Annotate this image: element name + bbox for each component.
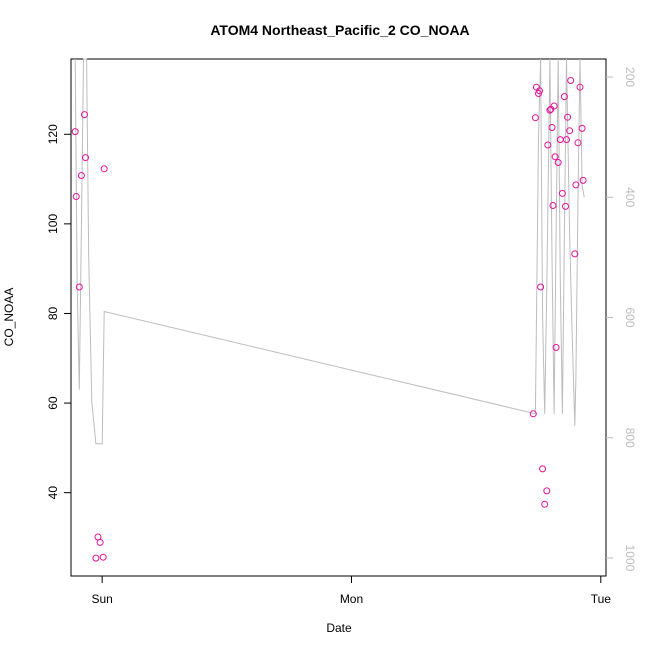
x-tick-label: Tue [591, 592, 612, 606]
y-tick-label: 40 [46, 486, 60, 500]
data-point [96, 538, 104, 546]
data-point [71, 128, 79, 136]
data-point [574, 139, 582, 147]
left-y-axis: 40 60 80 100 120 [46, 124, 71, 499]
data-point [571, 250, 579, 258]
data-point [578, 124, 586, 132]
series-line [74, 58, 585, 445]
y-tick-label: 100 [46, 214, 60, 234]
data-point [562, 202, 569, 210]
data-point [100, 165, 108, 173]
y2-tick-label: 1000 [623, 545, 637, 572]
data-point [75, 283, 83, 291]
data-point [560, 93, 568, 101]
y-tick-label: 80 [46, 306, 60, 320]
data-point [82, 154, 89, 162]
data-point [543, 487, 551, 495]
x-tick-label: Mon [340, 592, 363, 606]
data-point [572, 181, 580, 189]
chart-title: ATOM4 Northeast_Pacific_2 CO_NOAA [210, 22, 469, 38]
data-point [541, 500, 549, 508]
data-point [536, 87, 543, 95]
data-point [566, 127, 574, 135]
x-axis-label: Date [326, 621, 352, 635]
series-points-group [71, 77, 587, 562]
data-point [531, 114, 539, 122]
right-y-axis: 200 400 600 800 1000 [606, 67, 637, 572]
data-point [544, 141, 552, 149]
data-point [576, 83, 584, 91]
data-point [549, 202, 557, 209]
data-point [579, 176, 587, 184]
data-point [529, 410, 537, 418]
data-point [563, 136, 570, 144]
data-point [554, 159, 562, 166]
data-point [537, 283, 545, 291]
x-axis: Sun Mon Tue [91, 576, 611, 606]
y-axis-label: CO_NOAA [2, 288, 16, 347]
data-point [546, 106, 554, 114]
data-point [548, 124, 556, 131]
data-point [550, 102, 558, 110]
y2-tick-label: 600 [623, 307, 637, 327]
data-point [539, 465, 547, 473]
data-point [558, 189, 566, 197]
plot-frame [70, 58, 607, 577]
y2-tick-label: 800 [623, 428, 637, 448]
y-tick-label: 60 [46, 396, 60, 410]
data-point [72, 193, 80, 200]
y2-tick-label: 200 [623, 67, 637, 87]
x-tick-label: Sun [91, 592, 112, 606]
y-tick-label: 120 [46, 124, 60, 144]
data-point [552, 344, 560, 351]
data-point [556, 136, 564, 144]
data-point [77, 172, 85, 179]
data-point [564, 113, 572, 121]
y2-tick-label: 400 [623, 187, 637, 207]
data-point [99, 553, 107, 561]
data-point [567, 77, 575, 84]
series-line-group [74, 58, 585, 445]
data-point [551, 153, 559, 161]
data-point [92, 554, 100, 562]
data-point [81, 111, 88, 119]
